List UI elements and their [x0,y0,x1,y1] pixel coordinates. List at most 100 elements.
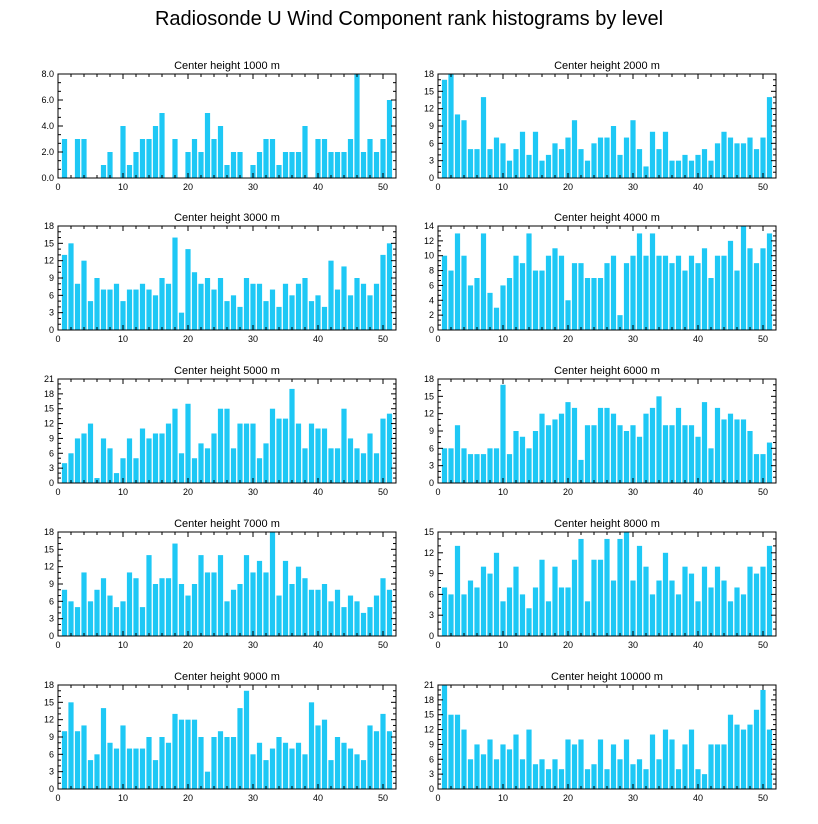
histogram-bar [539,759,545,789]
histogram-bar [448,270,454,330]
histogram-bar [321,584,328,636]
histogram-bar [747,431,753,483]
x-tick-label: 0 [435,487,440,497]
histogram-bar [380,139,386,178]
x-tick-label: 30 [248,793,258,803]
histogram-bar [146,438,152,483]
x-tick-label: 0 [435,334,440,344]
histogram-bar [328,601,334,636]
histogram-panel: Center height 8000 m 0 10 20 30 40 50 0 3 6 9 12 15 [424,518,777,650]
histogram-bar [461,729,467,789]
histogram-bar [675,407,682,483]
histogram-bar [682,154,688,178]
histogram-bar [146,289,152,330]
histogram-bar [675,769,682,789]
histogram-bar [597,739,604,789]
histogram-bar [623,137,630,178]
histogram-bar [172,237,178,330]
histogram-bar [714,744,721,789]
histogram-bar [315,295,321,330]
histogram-panel: Center height 2000 m 0 10 20 30 40 50 0 3 6 9 12 15 1… [424,60,777,192]
histogram-bar [493,137,500,178]
histogram-bar [513,149,519,178]
histogram-bar [721,744,727,789]
histogram-bar [289,152,295,178]
histogram-bar [714,255,721,330]
histogram-bar [204,448,211,483]
histogram-bar [341,607,347,636]
y-tick-label: 15 [424,527,434,537]
histogram-bar [250,423,256,483]
histogram-bar [552,143,558,178]
histogram-bar [172,408,178,483]
histogram-bar [630,425,636,483]
histogram-bar [373,152,380,178]
histogram-bar [532,587,539,636]
x-tick-label: 10 [118,182,128,192]
histogram-bar [662,552,669,636]
x-tick-label: 40 [313,182,323,192]
histogram-bar [506,278,513,330]
histogram-bar [276,165,282,178]
histogram-bar [211,572,217,636]
histogram-bar [152,126,159,178]
histogram-bar [591,278,597,330]
histogram-bar [334,448,341,483]
histogram-bar [341,408,347,483]
histogram-bar [250,572,256,636]
histogram-bar [519,759,526,789]
histogram-bar [321,428,328,483]
histogram-bar [500,744,506,789]
histogram-bar [662,425,669,483]
y-tick-label: 2 [429,310,434,320]
histogram-bar [721,131,727,178]
y-tick-label: 3 [429,156,434,166]
y-tick-label: 18 [44,680,54,690]
histogram-bar [185,595,191,636]
x-tick-label: 0 [55,640,60,650]
histogram-bar [224,165,230,178]
histogram-bar [675,594,682,636]
histogram-bar [308,423,315,483]
x-tick-label: 0 [55,487,60,497]
histogram-bar [734,143,740,178]
histogram-bar [649,407,656,483]
histogram-bar [282,283,289,330]
histogram-bar [487,149,493,178]
histogram-bar [695,154,701,178]
histogram-bar [74,607,81,636]
histogram-bar [315,139,321,178]
histogram-bar [347,595,354,636]
histogram-bar [68,243,74,330]
histogram-bar [493,448,500,483]
histogram-bar [643,769,649,789]
x-tick-label: 40 [693,793,703,803]
histogram-bar [578,538,584,636]
histogram-bar [597,137,604,178]
histogram-bar [81,572,87,636]
histogram-bar [545,154,552,178]
histogram-bar [373,595,380,636]
y-tick-label: 12 [424,236,434,246]
histogram-bar [367,295,373,330]
histogram-bar [461,120,467,178]
histogram-bar [734,419,740,483]
histogram-bar [441,448,448,483]
x-tick-label: 0 [55,793,60,803]
histogram-bar [243,555,250,636]
histogram-bar [454,233,461,330]
histogram-bar [61,589,68,636]
histogram-bar [237,584,243,636]
y-tick-label: 15 [44,697,54,707]
y-tick-label: 3 [49,767,54,777]
y-tick-label: 12 [424,548,434,558]
histogram-bar [617,538,623,636]
histogram-bar [315,428,321,483]
histogram-bar [217,126,224,178]
histogram-bar [386,413,393,483]
histogram-bar [126,748,133,789]
y-tick-label: 0 [49,478,54,488]
histogram-bar [178,584,185,636]
y-tick-label: 10 [424,251,434,261]
